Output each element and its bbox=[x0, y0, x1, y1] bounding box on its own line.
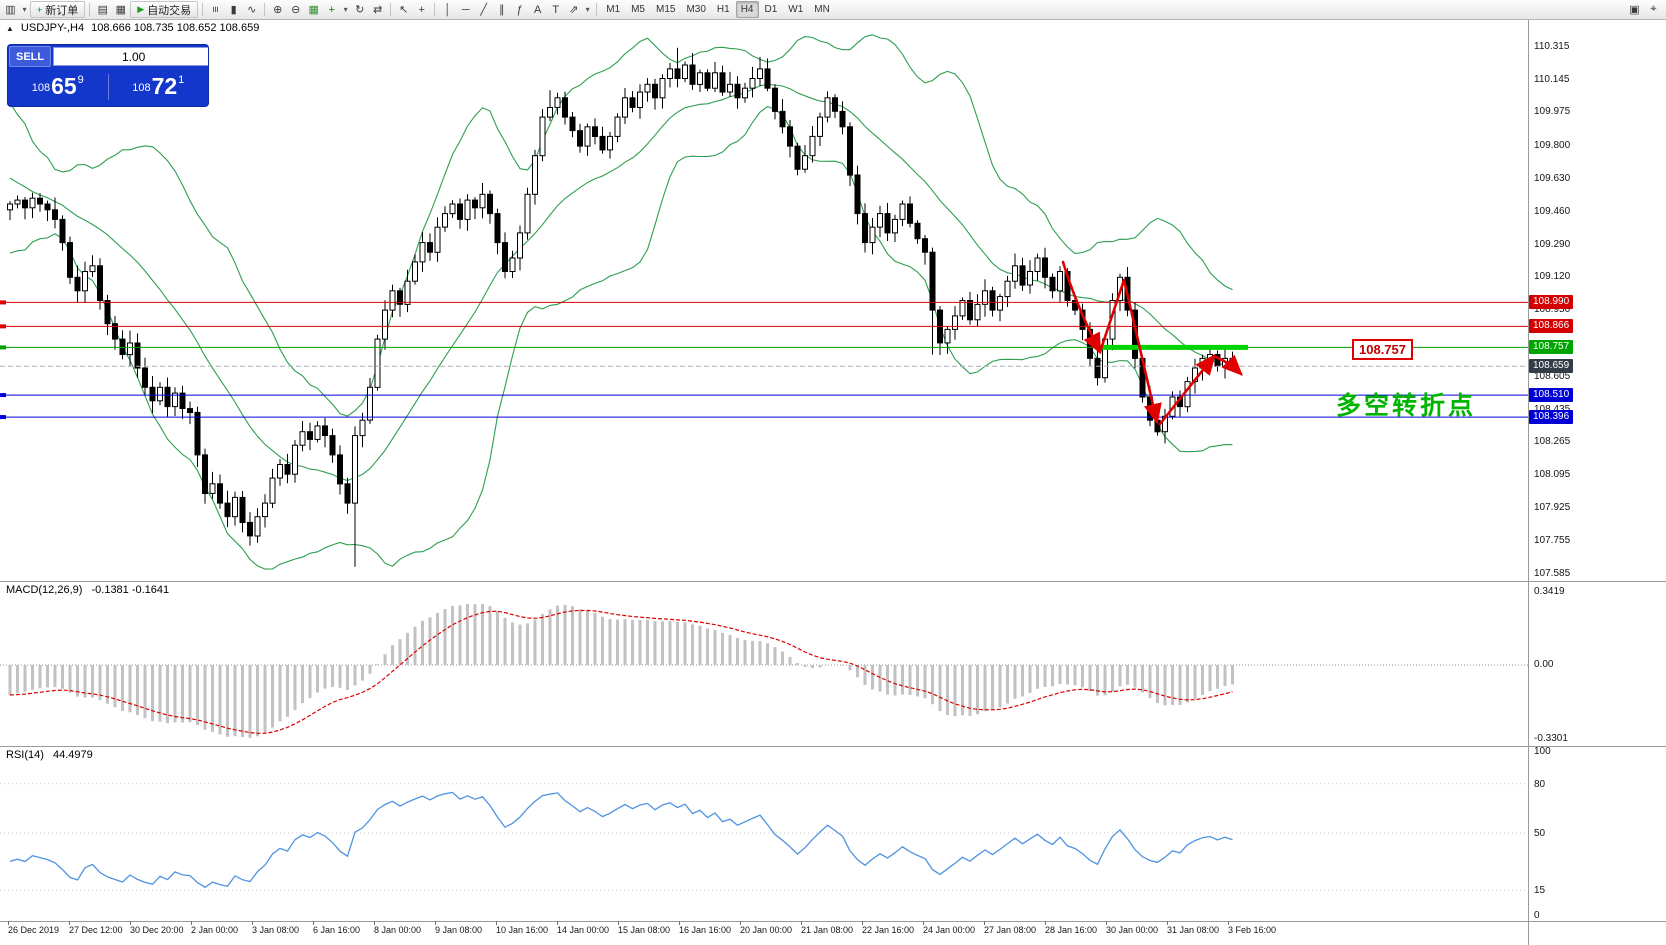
timeframe-m5[interactable]: M5 bbox=[631, 4, 645, 15]
bollinger-middle-band bbox=[9, 83, 1233, 482]
toolbar-separator bbox=[89, 3, 91, 16]
macd-pane bbox=[0, 604, 1528, 738]
autoscroll-icon[interactable]: ↻ bbox=[355, 4, 365, 16]
annotation-arrow[interactable] bbox=[1098, 278, 1162, 425]
market-watch-icon[interactable]: ▤ bbox=[97, 4, 108, 16]
annotation-arrow[interactable] bbox=[1214, 354, 1243, 376]
bollinger-upper-band bbox=[9, 34, 1233, 417]
indicators-dropdown[interactable]: ▾ bbox=[343, 5, 348, 14]
turning-point-annotation[interactable]: 多空转折点 bbox=[1336, 392, 1477, 420]
line-anchor-marker bbox=[0, 300, 6, 305]
candles-layer bbox=[7, 47, 1236, 567]
tile-windows-icon[interactable]: ▦ bbox=[308, 4, 319, 16]
new-order-button[interactable]: + 新订单 bbox=[30, 1, 86, 18]
rsi-line bbox=[9, 791, 1233, 889]
autotrading-button[interactable]: ▶ 自动交易 bbox=[130, 1, 199, 18]
candlestick-chart-icon[interactable]: ▮ bbox=[230, 4, 237, 16]
channel-icon[interactable]: ∥ bbox=[498, 4, 505, 16]
macd-histogram bbox=[8, 604, 1234, 738]
annotation-arrow[interactable] bbox=[1061, 260, 1102, 355]
fibonacci-icon[interactable]: ƒ bbox=[516, 3, 523, 16]
line-chart-icon[interactable]: ∿ bbox=[247, 4, 257, 16]
sell-price[interactable]: 108 65 9 bbox=[8, 74, 108, 101]
horizontal-line-icon[interactable]: ─ bbox=[461, 3, 470, 16]
indicators-icon[interactable]: + bbox=[328, 3, 335, 16]
cursor-icon[interactable]: ↖ bbox=[399, 4, 409, 16]
timeframe-h4[interactable]: H4 bbox=[735, 1, 759, 18]
new-chart-dropdown[interactable]: ▾ bbox=[22, 5, 27, 14]
volume-input[interactable] bbox=[54, 48, 208, 65]
toolbar-separator bbox=[596, 3, 598, 16]
sell-price-main: 65 bbox=[51, 72, 77, 99]
panel-collapse-icon[interactable]: ▲ bbox=[6, 23, 14, 33]
timeframe-m1[interactable]: M1 bbox=[606, 4, 621, 15]
line-anchor-marker bbox=[0, 393, 6, 398]
pane-separators bbox=[0, 19, 1666, 945]
zoom-out-icon[interactable]: ⊖ bbox=[291, 4, 301, 16]
sell-button[interactable]: SELL bbox=[9, 46, 52, 67]
bollinger-lower-band bbox=[9, 105, 1233, 570]
timeframe-m30[interactable]: M30 bbox=[686, 4, 706, 15]
sell-price-prefix: 108 bbox=[31, 81, 51, 94]
toolbar-separator bbox=[390, 3, 392, 16]
bar-chart-icon[interactable]: ≡ bbox=[209, 6, 222, 13]
one-click-trade-panel: SELL ▲ ▼ BUY 108 65 9 108 bbox=[8, 45, 208, 106]
autotrading-button-icon: ▶ bbox=[137, 4, 145, 14]
rsi-pane bbox=[0, 783, 1528, 891]
mouse-icon[interactable]: ⌖ bbox=[1650, 3, 1657, 15]
data-window-icon[interactable]: ▦ bbox=[115, 4, 126, 16]
toolbar-separator bbox=[434, 3, 436, 16]
text-icon[interactable]: A bbox=[534, 3, 542, 16]
buy-price-sup: 1 bbox=[178, 73, 185, 86]
autotrading-button-label: 自动交易 bbox=[147, 4, 192, 17]
volume-field[interactable]: ▲ ▼ bbox=[53, 47, 208, 66]
price-divider bbox=[107, 74, 109, 100]
zoom-in-icon[interactable]: ⊕ bbox=[273, 4, 283, 16]
label-icon[interactable]: T bbox=[552, 3, 560, 16]
timeframe-h1[interactable]: H1 bbox=[716, 4, 730, 15]
timeframe-m15[interactable]: M15 bbox=[656, 4, 676, 15]
crosshair-icon[interactable]: + bbox=[418, 3, 425, 16]
chart-shift-icon[interactable]: ⇄ bbox=[373, 4, 383, 16]
line-anchor-marker bbox=[0, 345, 6, 350]
shapes-icon[interactable]: ⇗ bbox=[569, 4, 579, 16]
new-order-button-icon: + bbox=[37, 4, 43, 15]
toolbar-right-icons: ▣ ⌖ bbox=[1626, 2, 1666, 17]
line-anchor-marker bbox=[0, 415, 6, 420]
timeframe-d1[interactable]: D1 bbox=[764, 4, 778, 15]
timeframe-mn[interactable]: MN bbox=[814, 4, 830, 15]
shapes-dropdown[interactable]: ▾ bbox=[585, 5, 590, 14]
trendline-icon[interactable]: ╱ bbox=[480, 4, 487, 16]
screen-icon[interactable]: ▣ bbox=[1629, 4, 1640, 16]
buy-price[interactable]: 108 72 1 bbox=[109, 74, 209, 101]
main-pane[interactable] bbox=[0, 34, 1528, 570]
new-order-button-label: 新订单 bbox=[45, 4, 79, 17]
buy-price-main: 72 bbox=[151, 72, 178, 99]
timeframe-w1[interactable]: W1 bbox=[788, 4, 804, 15]
buy-price-prefix: 108 bbox=[132, 81, 151, 94]
toolbar-items: ▥ ▾ + 新订单 ▤ ▦ ▶ 自动交易 ≡ ▮ ∿ ⊕ ⊖ ▦ + ▾ ↻ ⇄ ↖ + │ ─ ╱ ∥ ƒ A T ⇗ ▾ M1 M5 M1… bbox=[0, 1, 835, 18]
sell-price-sup: 9 bbox=[77, 73, 84, 86]
toolbar-separator bbox=[264, 3, 266, 16]
macd-signal-line bbox=[9, 609, 1233, 734]
toolbar-separator bbox=[202, 3, 204, 16]
line-anchor-marker bbox=[0, 324, 6, 329]
vertical-line-icon[interactable]: │ bbox=[444, 3, 452, 16]
annotation-arrow[interactable] bbox=[1158, 353, 1216, 426]
new-chart-icon[interactable]: ▥ bbox=[5, 4, 16, 16]
price-callout[interactable]: 108.757 bbox=[1352, 339, 1413, 360]
toolbar: ▥ ▾ + 新订单 ▤ ▦ ▶ 自动交易 ≡ ▮ ∿ ⊕ ⊖ ▦ + ▾ ↻ ⇄ ↖ + │ ─ ╱ ∥ ƒ A T ⇗ ▾ M1 M5 M1… bbox=[0, 0, 1666, 20]
